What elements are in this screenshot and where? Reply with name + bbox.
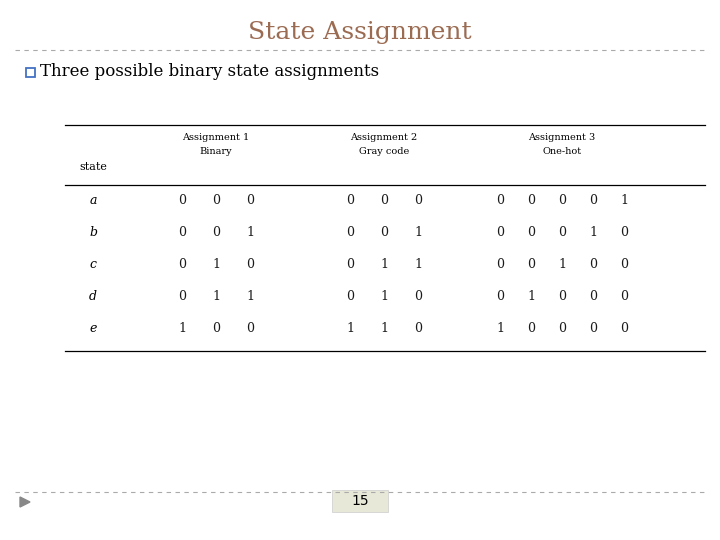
Text: 0: 0 [527,226,535,240]
Text: 1: 1 [589,226,597,240]
Text: 0: 0 [496,226,504,240]
Text: 1: 1 [212,291,220,303]
Text: 0: 0 [212,194,220,207]
Text: 1: 1 [246,291,254,303]
Text: Gray code: Gray code [359,147,409,157]
Text: One-hot: One-hot [542,147,582,157]
Text: 0: 0 [246,194,254,207]
Text: 1: 1 [414,226,422,240]
Text: 0: 0 [380,194,388,207]
Text: 0: 0 [246,259,254,272]
Text: 0: 0 [178,291,186,303]
Text: 0: 0 [346,226,354,240]
Text: 1: 1 [558,259,566,272]
Text: 1: 1 [496,322,504,335]
Text: 1: 1 [380,291,388,303]
Text: 0: 0 [346,194,354,207]
Text: 1: 1 [246,226,254,240]
Text: b: b [89,226,97,240]
Text: Three possible binary state assignments: Three possible binary state assignments [40,64,379,80]
Text: state: state [79,162,107,172]
Text: State Assignment: State Assignment [248,21,472,44]
Text: 0: 0 [380,226,388,240]
Text: 0: 0 [527,194,535,207]
Text: Assignment 2: Assignment 2 [351,133,418,143]
Polygon shape [20,497,30,507]
Text: 0: 0 [558,291,566,303]
Text: 0: 0 [346,291,354,303]
Text: 0: 0 [178,226,186,240]
Text: 0: 0 [589,322,597,335]
Text: 0: 0 [620,322,628,335]
Bar [26,68,35,77]
Text: 0: 0 [212,226,220,240]
Text: 0: 0 [414,194,422,207]
Text: 0: 0 [178,259,186,272]
Text: 0: 0 [414,322,422,335]
Text: 0: 0 [496,259,504,272]
Text: e: e [89,322,96,335]
Text: Assignment 3: Assignment 3 [528,133,595,143]
Text: 0: 0 [620,259,628,272]
Text: 0: 0 [558,194,566,207]
Text: 1: 1 [620,194,628,207]
Text: 1: 1 [527,291,535,303]
Text: d: d [89,291,97,303]
Text: 0: 0 [178,194,186,207]
Text: Assignment 1: Assignment 1 [182,133,250,143]
Text: 1: 1 [178,322,186,335]
Text: 1: 1 [380,259,388,272]
Text: 0: 0 [246,322,254,335]
Text: 1: 1 [414,259,422,272]
Text: a: a [89,194,96,207]
Bar [332,490,388,512]
Text: 0: 0 [346,259,354,272]
Text: 0: 0 [496,291,504,303]
Text: 0: 0 [620,291,628,303]
Text: 1: 1 [346,322,354,335]
Text: 1: 1 [212,259,220,272]
Text: 0: 0 [212,322,220,335]
Text: 0: 0 [589,194,597,207]
Text: 0: 0 [414,291,422,303]
Text: 0: 0 [589,291,597,303]
Text: 0: 0 [589,259,597,272]
Text: 0: 0 [558,226,566,240]
Text: 0: 0 [620,226,628,240]
Text: 0: 0 [558,322,566,335]
Text: c: c [89,259,96,272]
Text: 0: 0 [527,259,535,272]
Text: 1: 1 [380,322,388,335]
Text: Binary: Binary [199,147,233,157]
Text: 0: 0 [527,322,535,335]
Text: 15: 15 [351,494,369,508]
Text: 0: 0 [496,194,504,207]
